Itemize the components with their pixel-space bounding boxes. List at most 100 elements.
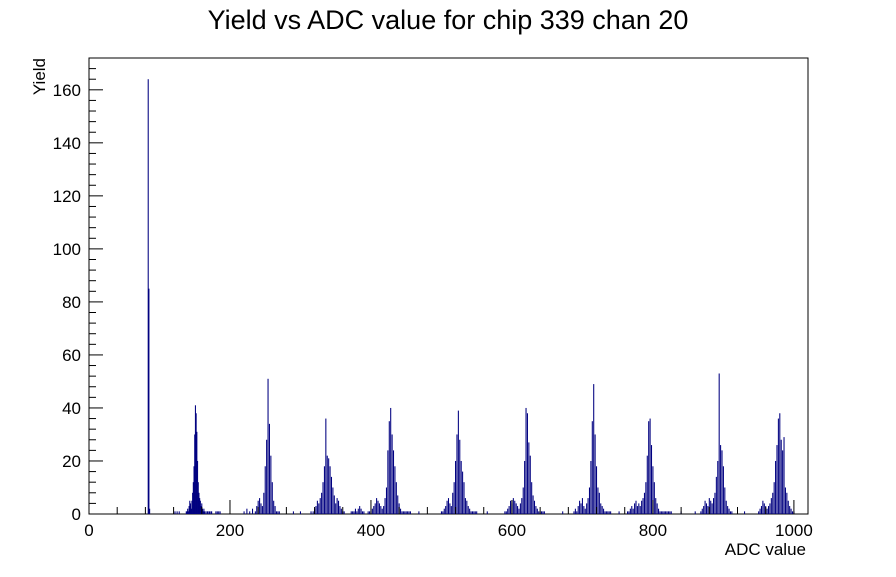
histogram-bar (528, 442, 530, 514)
histogram-bar (197, 482, 199, 514)
histogram-bar (782, 450, 784, 514)
histogram-bar (209, 511, 211, 514)
x-tick-label: 600 (498, 521, 526, 540)
histogram-bar (402, 511, 404, 514)
histogram-bar (259, 498, 261, 514)
x-tick-label: 1000 (775, 521, 813, 540)
histogram-bar (507, 508, 509, 514)
histogram-bar (510, 500, 512, 514)
histogram-bar (323, 466, 325, 514)
histogram-bar (744, 511, 746, 514)
histogram-bar (784, 487, 786, 514)
histogram-bar (603, 508, 605, 514)
histogram-bar (701, 508, 703, 514)
histogram-bar (264, 466, 266, 514)
histogram-bar (636, 506, 638, 514)
histogram-bar (197, 460, 199, 514)
histogram-bar (193, 466, 195, 514)
histogram-bar (635, 500, 637, 514)
histogram-bar (533, 500, 536, 514)
histogram-bar (446, 500, 448, 514)
histogram-bar (205, 511, 207, 514)
y-axis-label: Yield (30, 58, 49, 95)
y-tick-label: 100 (53, 240, 81, 259)
histogram-bar (727, 506, 729, 514)
histogram-bar (762, 500, 764, 514)
histogram-bar (408, 511, 410, 514)
histogram-bar (643, 492, 645, 514)
histogram-bar (529, 455, 531, 514)
histogram-bar (628, 511, 630, 514)
histogram-bar (525, 407, 527, 514)
histogram-bar (659, 511, 661, 514)
histogram-bar (252, 508, 254, 514)
histogram-bar (200, 506, 202, 514)
y-tick-label: 120 (53, 187, 81, 206)
histogram-bar (517, 506, 519, 514)
histogram-bar (767, 506, 770, 514)
histogram-bar (724, 487, 726, 514)
histogram-bar (395, 482, 397, 514)
histogram-bar (464, 498, 466, 514)
histogram-bar (772, 492, 774, 514)
histogram-bar (268, 423, 270, 514)
histogram-bar (352, 511, 354, 514)
histogram-bar (512, 498, 514, 514)
histogram-bar (618, 511, 620, 514)
histogram-bar (486, 511, 488, 514)
x-axis-label: ADC value (725, 540, 806, 559)
histogram-bar (315, 506, 317, 514)
histogram-bar (333, 495, 335, 514)
histogram-bar (452, 492, 454, 514)
histogram-bar (316, 500, 318, 514)
histogram-bar (543, 511, 545, 514)
histogram-bar (642, 498, 644, 514)
histogram-bar (660, 511, 662, 514)
histogram-bar (718, 373, 720, 514)
histogram-bar (777, 418, 779, 514)
histogram-bar (645, 482, 647, 514)
histogram-bar (187, 511, 189, 514)
histogram-bar (791, 511, 794, 514)
histogram-bar (219, 511, 221, 514)
histogram-bar (581, 498, 583, 514)
histogram-bar (274, 506, 276, 514)
histogram-bar (453, 482, 455, 514)
histogram-bar (714, 492, 716, 514)
histogram-bar (388, 421, 390, 514)
histogram-bar (318, 503, 320, 514)
y-tick-label: 140 (53, 134, 81, 153)
histogram-bar (758, 511, 760, 514)
histogram-bar (604, 511, 606, 514)
histogram-bar (338, 500, 340, 514)
histogram-bar (610, 511, 612, 514)
histogram-bar (598, 492, 600, 514)
histogram-bar (198, 492, 200, 514)
histogram-bar (381, 508, 383, 514)
histogram-bar (192, 482, 194, 514)
histogram-bar (608, 511, 610, 514)
histogram-bar (713, 498, 715, 514)
histogram-bar (584, 508, 586, 514)
histogram-bar (199, 498, 201, 514)
histogram-bar (658, 508, 660, 514)
histogram-bar (641, 500, 643, 514)
histogram-bar (195, 413, 197, 514)
histogram-bar (601, 506, 603, 514)
histogram-bar (174, 511, 176, 514)
histogram-bar (392, 450, 395, 514)
histogram-bar (211, 511, 213, 514)
histogram-bar (531, 482, 533, 514)
histogram-bar (266, 439, 268, 514)
histogram-bar (277, 511, 279, 514)
histogram-bar (717, 460, 719, 514)
histogram-bar (720, 445, 722, 514)
histogram-bar (649, 418, 651, 514)
histogram-bar (703, 506, 705, 514)
histogram-bar (656, 503, 658, 514)
histogram-bar (663, 511, 665, 514)
histogram-bar (776, 445, 778, 514)
histogram-bar (328, 458, 330, 514)
histogram-bar (518, 508, 520, 514)
